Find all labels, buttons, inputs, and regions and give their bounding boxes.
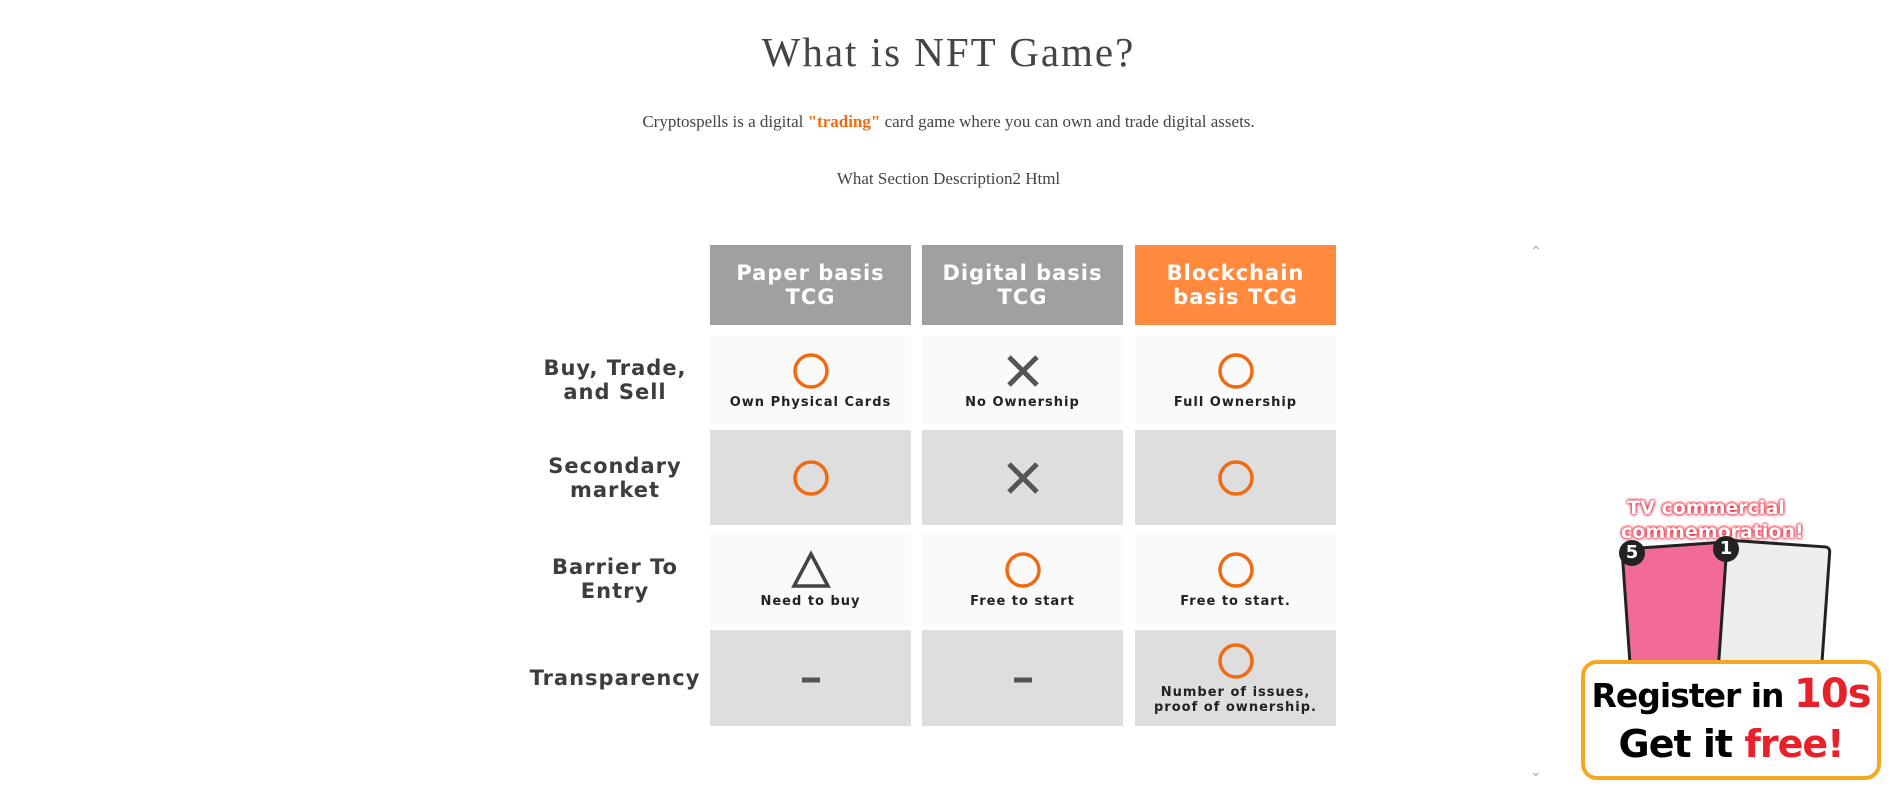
icon-circle [1217,459,1254,496]
cell-note: Own Physical Cards [729,394,892,410]
row-label: Barrier To Entry [552,555,678,603]
promo-banner[interactable]: TV commercial commemoration! 5 1 Registe… [1581,496,1881,780]
text: Get it [1618,722,1745,766]
banner-box: Register in 10s Get it free! [1581,660,1881,780]
banner-line: Register in 10s [1585,670,1877,720]
cell-note: Number of issues, proof of ownership. [1154,685,1317,715]
column-header: Digital basis TCG [922,245,1123,325]
cell-note: No Ownership [965,394,1080,410]
table-cell: Own Physical Cards [710,336,911,424]
icon-circle [1217,551,1254,588]
section-description: Cryptospells is a digital "trading" card… [0,112,1897,132]
cell-note: Need to buy [760,593,861,609]
table-cell [922,630,1123,726]
scroll-down[interactable]: ⌄ [1530,764,1542,780]
cell-note: Free to start. [1180,593,1291,609]
row-label: Buy, Trade, and Sell [543,356,687,404]
icon-dash [1013,677,1032,683]
section-title: What is NFT Game? [761,29,1136,75]
text: Register in [1591,676,1795,715]
banner-line: Get it free! [1585,720,1877,768]
cell-note: Free to start [970,593,1075,609]
section-description2: What Section Description2 Html [836,169,1061,188]
highlight: free! [1744,722,1844,766]
table-cell: Full Ownership [1135,336,1336,424]
table-cell: No Ownership [922,336,1123,424]
icon-cross [1006,461,1039,494]
table-cell [922,430,1123,525]
icon-circle [1217,643,1254,679]
table-cell: Free to start. [1135,532,1336,626]
table-cell [710,630,911,726]
icon-circle [792,459,829,496]
table-cell: Number of issues, proof of ownership. [1135,630,1336,726]
icon-circle [792,352,829,389]
cell-note: Full Ownership [1173,394,1298,410]
row-label: Secondary market [548,453,682,502]
banner-headline: TV commercial commemoration! [1621,497,1804,543]
column-header: Blockchain basis TCG [1135,245,1336,325]
highlight: 10s [1794,671,1871,717]
card-cost: 5 [1619,540,1645,566]
card-cost: 1 [1713,536,1739,562]
icon-dash [801,677,820,683]
row-label: Transparency [529,666,701,690]
icon-cross [1006,354,1039,387]
table-cell: Free to start [922,532,1123,626]
highlight: "trading" [807,112,881,131]
table-cell [710,430,911,525]
column-header: Paper basis TCG [710,245,911,325]
text: card game where you can own and trade di… [880,112,1255,131]
text: Cryptospells is a digital [642,112,808,131]
icon-circle [1217,352,1254,389]
scroll-up[interactable]: ⌃ [1530,244,1542,260]
table-cell [1135,430,1336,525]
icon-triangle [790,549,831,588]
icon-circle [1004,551,1041,588]
table-cell: Need to buy [710,532,911,626]
